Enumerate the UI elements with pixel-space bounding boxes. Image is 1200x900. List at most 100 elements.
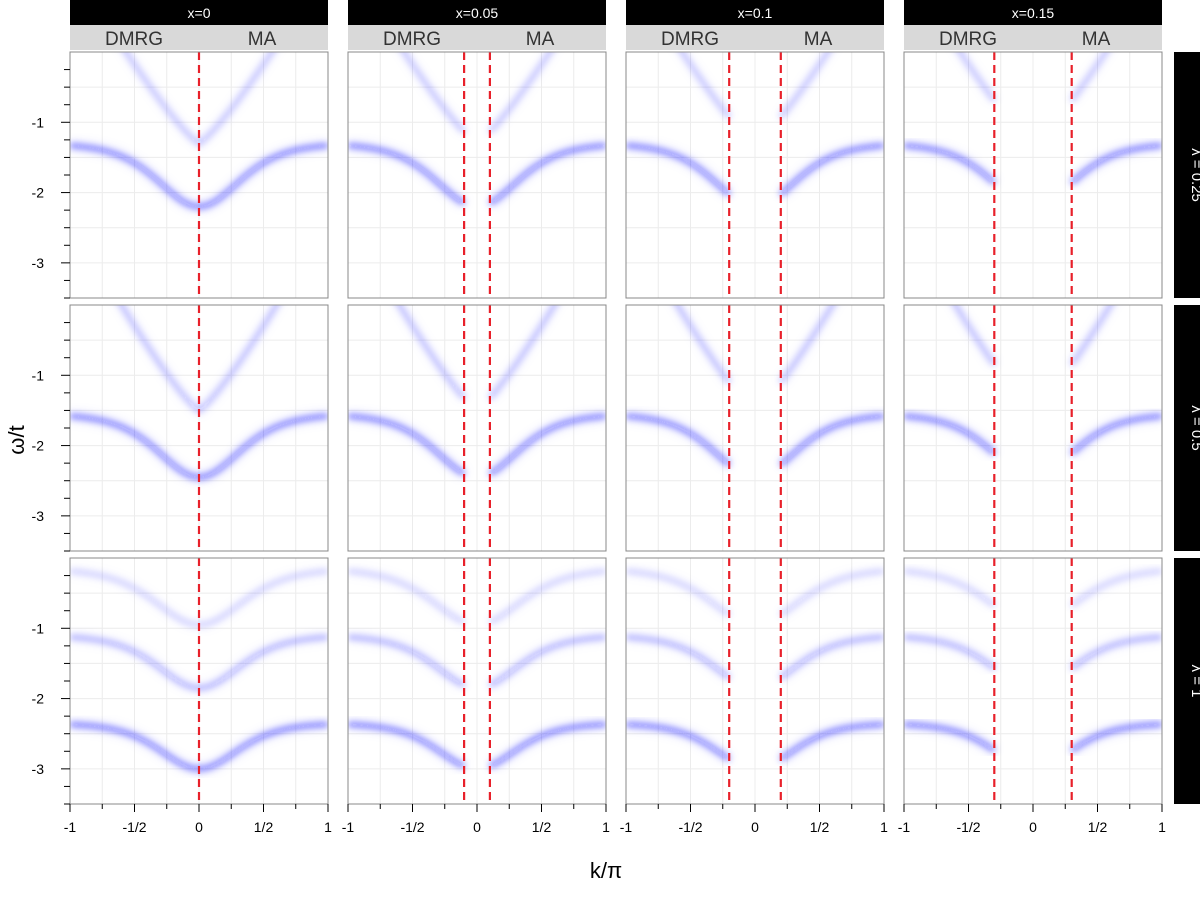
spectral-band <box>779 722 884 761</box>
spectral-band <box>488 52 553 134</box>
subheader-right-label: MA <box>804 29 833 50</box>
subheader-left-label: DMRG <box>383 29 441 50</box>
x-tick-label: -1/2 <box>400 819 424 835</box>
panel <box>625 304 885 552</box>
panel-content <box>626 52 884 298</box>
panel <box>347 304 607 552</box>
row-strip-label: λ = 0.25 <box>1188 148 1200 202</box>
spectral-band <box>904 143 996 185</box>
spectral-band <box>489 569 606 624</box>
panel <box>903 304 1163 552</box>
spectral-band <box>348 722 465 768</box>
spectral-band <box>626 635 731 680</box>
spectral-band <box>70 143 328 209</box>
x-tick-label: -1/2 <box>956 819 980 835</box>
x-tick-label: 0 <box>751 819 759 835</box>
spectral-band <box>1070 143 1162 185</box>
spectral-band <box>401 52 466 134</box>
spectral-band <box>904 414 996 455</box>
x-tick-label: 0 <box>195 819 203 835</box>
x-tick-label: -1/2 <box>678 819 702 835</box>
x-tick-label: 1/2 <box>1088 819 1108 835</box>
subheader-right-label: MA <box>526 29 555 50</box>
spectral-band <box>488 143 606 205</box>
spectral-band <box>779 52 831 119</box>
panel <box>69 304 329 552</box>
subheader-right-label: MA <box>1082 29 1111 50</box>
column-header-bar <box>904 0 1162 25</box>
spectral-band <box>348 143 466 205</box>
x-tick-label: -1 <box>620 819 633 835</box>
panel <box>347 51 607 299</box>
panel-content <box>904 52 1162 298</box>
panel-content <box>348 52 606 298</box>
panel-content <box>626 558 884 804</box>
y-tick-label: -3 <box>32 255 45 271</box>
row-strip-bar <box>1174 305 1200 551</box>
spectral-band <box>626 569 731 617</box>
y-tick-label: -1 <box>32 620 45 636</box>
spectral-band <box>1070 414 1162 455</box>
x-tick-label: 1 <box>1158 819 1166 835</box>
x-tick-label: -1 <box>898 819 911 835</box>
spectral-band <box>679 52 731 119</box>
spectral-band <box>348 635 465 687</box>
spectral-band <box>1070 635 1162 670</box>
column-header-label: x=0.05 <box>456 5 499 21</box>
spectral-band <box>1070 569 1162 608</box>
x-tick-label: -1 <box>64 819 77 835</box>
x-tick-label: 1 <box>880 819 888 835</box>
method-subheader-bar <box>348 25 606 50</box>
panel <box>69 557 329 805</box>
y-tick-label: -1 <box>32 367 45 383</box>
panel-content <box>904 305 1162 551</box>
x-tick-label: 1 <box>324 819 332 835</box>
spectral-band <box>489 722 606 768</box>
spectral-band <box>957 52 996 102</box>
y-axis-label: ω/t <box>4 425 29 454</box>
panel <box>903 557 1163 805</box>
spectral-band <box>779 635 884 680</box>
spectral-band <box>1070 52 1109 102</box>
spectral-band <box>1070 305 1113 366</box>
spectral-band <box>779 414 884 467</box>
x-tick-label: 0 <box>473 819 481 835</box>
y-tick-label: -2 <box>32 438 45 454</box>
x-tick-label: 1/2 <box>254 819 274 835</box>
x-axis-label: k/π <box>590 858 622 883</box>
spectral-band <box>489 635 606 687</box>
column-header-label: x=0.15 <box>1012 5 1055 21</box>
spectral-band <box>904 569 996 608</box>
y-tick-label: -2 <box>32 691 45 707</box>
column-header-bar <box>626 0 884 25</box>
panel-border <box>347 51 607 299</box>
row-strip-bar <box>1174 52 1200 298</box>
y-tick-label: -1 <box>32 114 45 130</box>
row-strip-label: λ = 1 <box>1188 665 1200 698</box>
spectral-band <box>779 143 884 196</box>
panel-border <box>903 304 1163 552</box>
spectral-band <box>348 414 466 476</box>
spectral-band <box>904 722 996 753</box>
x-tick-label: 1/2 <box>810 819 830 835</box>
subheader-left-label: DMRG <box>105 29 163 50</box>
panel <box>69 51 329 299</box>
spectral-band <box>626 722 731 761</box>
column-header-label: x=0 <box>188 5 211 21</box>
spectral-band <box>348 569 465 624</box>
y-tick-label: -3 <box>32 761 45 777</box>
axes: -1 -1/2 0 1/2 1 -1 -1/2 0 1/2 1 -1 -1/2 0 1/2 1 -1 -1/2 0… <box>32 69 1166 835</box>
subheader-left-label: DMRG <box>661 29 719 50</box>
method-subheader-bar <box>70 25 328 50</box>
spectral-band <box>397 305 466 400</box>
x-tick-label: -1 <box>342 819 355 835</box>
row-strip-bar <box>1174 558 1200 804</box>
x-tick-label: 1/2 <box>532 819 552 835</box>
panel <box>903 51 1163 299</box>
x-tick-label: -1/2 <box>122 819 146 835</box>
panel-border <box>625 51 885 299</box>
panel-border <box>347 304 607 552</box>
x-tick-label: 0 <box>1029 819 1037 835</box>
spectral-band <box>904 635 996 670</box>
